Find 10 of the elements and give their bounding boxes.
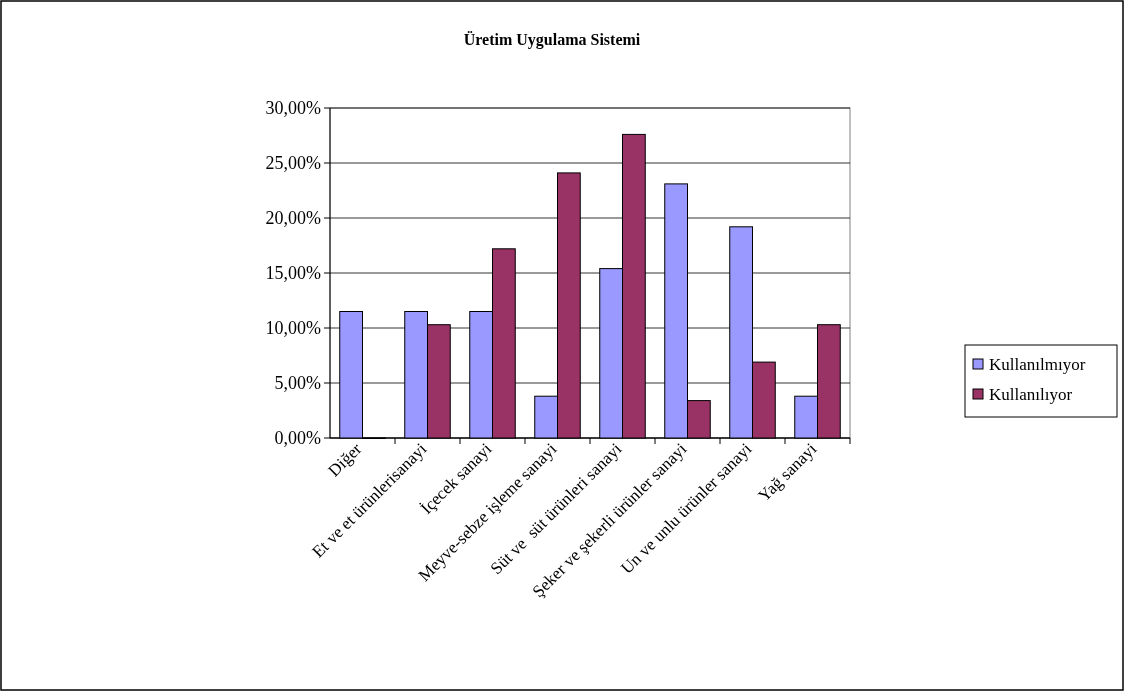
y-tick-label: 20,00% <box>265 208 321 229</box>
legend-label: Kullanılıyor <box>989 384 1073 404</box>
y-tick-label: 30,00% <box>265 98 321 119</box>
chart-title: Üretim Uygulama Sistemi <box>463 31 641 49</box>
y-tick-label: 5,00% <box>274 373 321 394</box>
y-tick-label: 25,00% <box>265 153 321 174</box>
legend-label: Kullanılmıyor <box>989 354 1086 374</box>
y-tick-label: 10,00% <box>265 318 321 339</box>
y-tick-label: 0,00% <box>274 428 321 449</box>
y-tick-label: 15,00% <box>265 263 321 284</box>
